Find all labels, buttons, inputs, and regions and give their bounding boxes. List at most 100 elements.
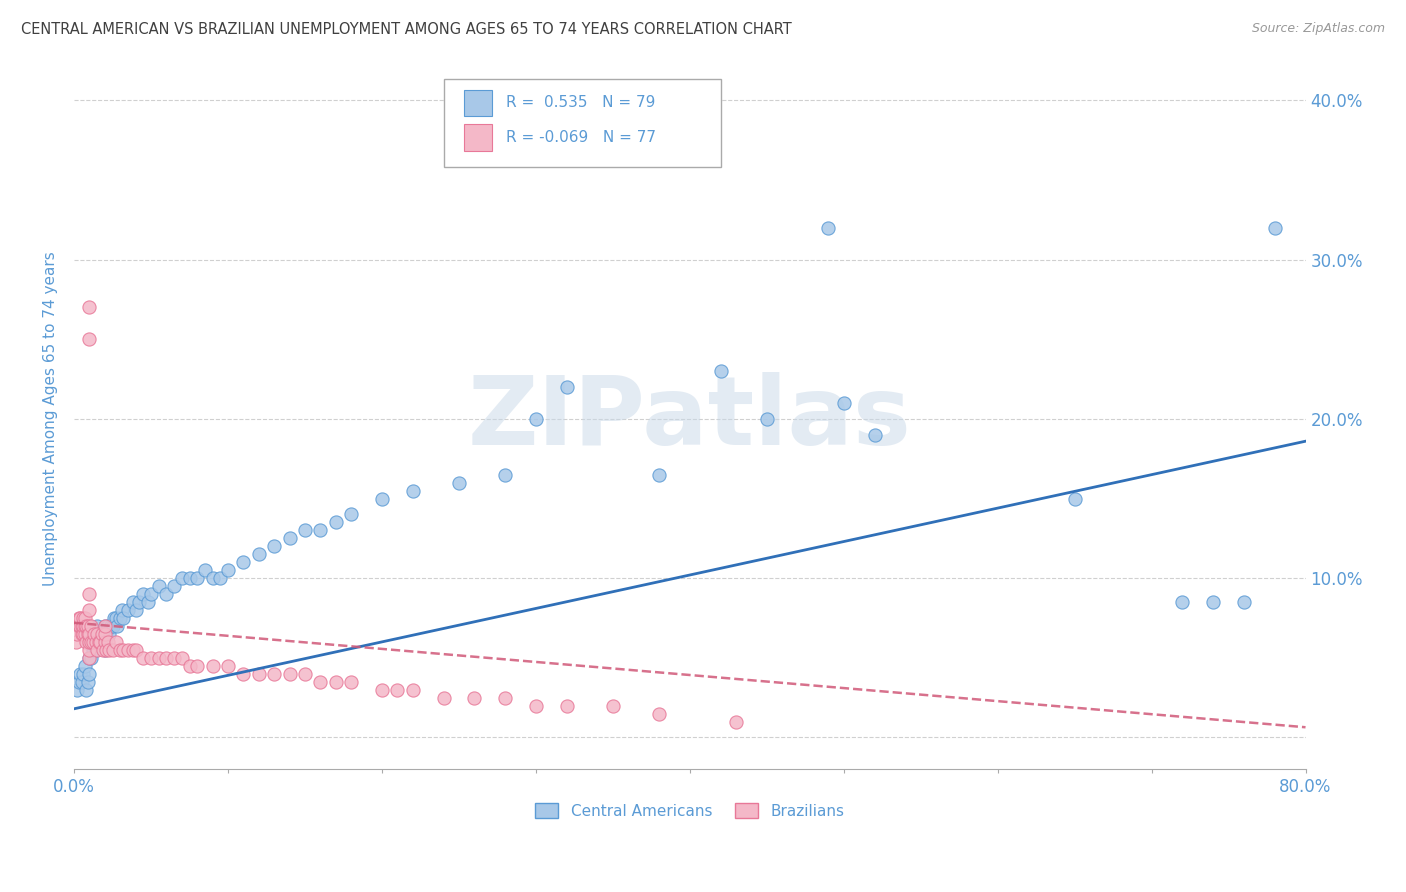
Point <box>294 666 316 681</box>
Point <box>79 650 101 665</box>
Point <box>75 635 97 649</box>
Point <box>103 611 125 625</box>
Text: Source: ZipAtlas.com: Source: ZipAtlas.com <box>1251 22 1385 36</box>
Point <box>96 643 118 657</box>
Point <box>72 611 94 625</box>
Point <box>132 650 155 665</box>
Point <box>94 627 117 641</box>
Point <box>117 643 139 657</box>
Point <box>73 658 96 673</box>
Point <box>432 690 454 705</box>
Point <box>97 619 120 633</box>
Point <box>128 595 150 609</box>
Point <box>387 682 409 697</box>
Point <box>232 666 254 681</box>
Point <box>86 619 108 633</box>
Point <box>67 619 90 633</box>
Y-axis label: Unemployment Among Ages 65 to 74 years: Unemployment Among Ages 65 to 74 years <box>44 252 58 586</box>
Point <box>201 658 224 673</box>
Point <box>325 674 347 689</box>
Point <box>89 635 111 649</box>
Point <box>110 643 132 657</box>
Point <box>104 611 127 625</box>
Text: R = -0.069   N = 77: R = -0.069 N = 77 <box>506 129 657 145</box>
Point <box>463 690 485 705</box>
Point <box>65 635 87 649</box>
Point <box>217 563 239 577</box>
Point <box>90 627 112 641</box>
Point <box>79 635 101 649</box>
Point <box>67 611 90 625</box>
Text: R =  0.535   N = 79: R = 0.535 N = 79 <box>506 95 655 111</box>
Point <box>89 627 111 641</box>
Point <box>75 619 97 633</box>
Point <box>66 627 89 641</box>
Point <box>163 579 186 593</box>
Point <box>96 627 118 641</box>
Point <box>247 547 270 561</box>
Point <box>201 571 224 585</box>
Point <box>194 563 217 577</box>
Point <box>263 666 285 681</box>
Point <box>121 595 143 609</box>
Point <box>98 627 121 641</box>
Point <box>83 635 105 649</box>
Point <box>755 412 778 426</box>
Point <box>79 643 101 657</box>
Point <box>105 619 128 633</box>
Point <box>94 643 117 657</box>
Point <box>340 508 363 522</box>
Point <box>84 635 107 649</box>
Point <box>86 635 108 649</box>
Point <box>232 555 254 569</box>
Point <box>79 619 101 633</box>
Point <box>1202 595 1225 609</box>
Text: ZIPatlas: ZIPatlas <box>468 373 911 466</box>
Point <box>124 603 146 617</box>
Point <box>79 666 101 681</box>
Point <box>112 643 135 657</box>
FancyBboxPatch shape <box>443 79 721 167</box>
Point <box>148 579 170 593</box>
Point <box>110 611 132 625</box>
Point <box>80 619 103 633</box>
Point <box>67 674 90 689</box>
Point <box>79 603 101 617</box>
Point <box>104 635 127 649</box>
Point <box>79 627 101 641</box>
Point <box>1233 595 1256 609</box>
FancyBboxPatch shape <box>464 124 492 151</box>
Point <box>278 532 301 546</box>
Point <box>86 643 108 657</box>
Point <box>602 698 624 713</box>
Point <box>402 682 425 697</box>
Point <box>97 635 120 649</box>
Point <box>863 427 886 442</box>
Point <box>112 611 135 625</box>
Point <box>69 666 91 681</box>
Point <box>82 635 104 649</box>
Point <box>80 650 103 665</box>
Point <box>247 666 270 681</box>
Point <box>77 674 100 689</box>
Point <box>91 643 114 657</box>
Point <box>139 650 162 665</box>
Point <box>1063 491 1085 506</box>
Point <box>340 674 363 689</box>
Point <box>91 627 114 641</box>
Point <box>136 595 159 609</box>
Point <box>402 483 425 498</box>
Point <box>79 301 101 315</box>
Point <box>72 627 94 641</box>
Point <box>371 682 394 697</box>
Point <box>73 627 96 641</box>
Point <box>69 619 91 633</box>
Point <box>710 364 733 378</box>
Point <box>84 643 107 657</box>
Point <box>648 706 671 721</box>
Point <box>325 516 347 530</box>
Text: CENTRAL AMERICAN VS BRAZILIAN UNEMPLOYMENT AMONG AGES 65 TO 74 YEARS CORRELATION: CENTRAL AMERICAN VS BRAZILIAN UNEMPLOYME… <box>21 22 792 37</box>
Point <box>72 666 94 681</box>
Point <box>155 650 177 665</box>
Point <box>79 332 101 346</box>
